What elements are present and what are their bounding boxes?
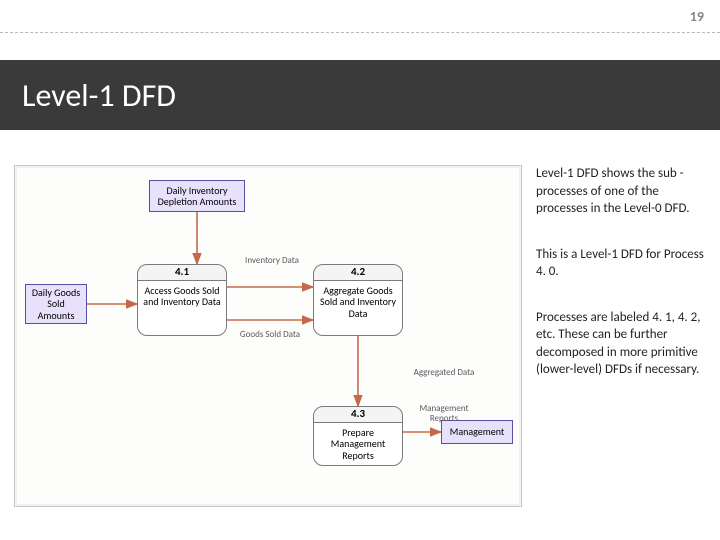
- process-node: 4.2Aggregate Goods Sold and Inventory Da…: [313, 264, 403, 336]
- flow-label: Goods Sold Data: [231, 330, 309, 340]
- title-band: Level-1 DFD: [0, 60, 720, 130]
- process-name: Aggregate Goods Sold and Inventory Data: [314, 281, 402, 324]
- process-name: Prepare Management Reports: [314, 423, 402, 466]
- process-id: 4.3: [314, 407, 402, 423]
- process-node: 4.1Access Goods Sold and Inventory Data: [137, 264, 227, 336]
- process-name: Access Goods Sold and Inventory Data: [138, 281, 226, 312]
- dfd-diagram: Daily Goods Sold Amounts Daily Inventory …: [14, 165, 522, 507]
- external-entity: Daily Goods Sold Amounts: [25, 284, 87, 324]
- top-rule: [0, 32, 720, 33]
- slide: 19 Level-1 DFD Daily Goods Sold AmountsD…: [0, 0, 720, 540]
- paragraph-3: Processes are labeled 4. 1, 4. 2, etc. T…: [536, 309, 706, 379]
- flow-label: Inventory Data: [233, 256, 311, 266]
- paragraph-1: Level-1 DFD shows the sub -processes of …: [536, 165, 706, 218]
- side-text: Level-1 DFD shows the sub -processes of …: [522, 165, 706, 526]
- flow-label: Management Reports: [405, 404, 483, 424]
- flow-label: Aggregated Data: [405, 368, 483, 378]
- content-area: Daily Goods Sold Amounts Daily Inventory …: [14, 165, 706, 526]
- external-entity: Daily Inventory Depletion Amounts: [149, 180, 245, 212]
- process-id: 4.2: [314, 265, 402, 281]
- process-node: 4.3Prepare Management Reports: [313, 406, 403, 466]
- paragraph-2: This is a Level-1 DFD for Process 4. 0.: [536, 246, 706, 281]
- process-id: 4.1: [138, 265, 226, 281]
- slide-title: Level-1 DFD: [22, 76, 176, 115]
- page-number: 19: [690, 8, 704, 25]
